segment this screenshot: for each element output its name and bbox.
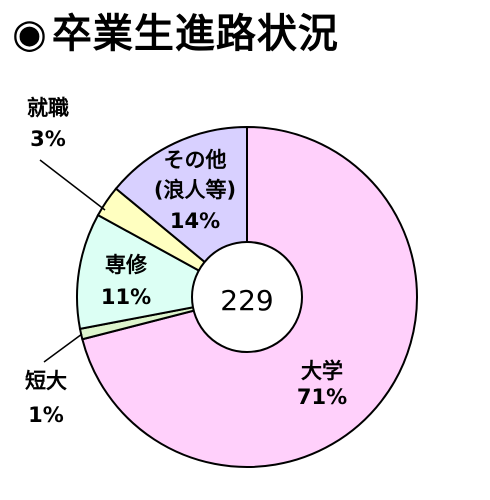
slice-name-line: その他 bbox=[164, 148, 227, 172]
slice-name-line: (浪人等) bbox=[154, 178, 236, 202]
center-total-label: 229 bbox=[220, 284, 273, 317]
slice-name-label: その他 (浪人等) bbox=[154, 148, 236, 202]
slice-name-label: 専修 bbox=[105, 253, 148, 277]
slice-value-label: 3% bbox=[30, 127, 66, 151]
slice-name-label: 短大 bbox=[25, 369, 67, 393]
slice-value-label: 71% bbox=[297, 385, 347, 409]
bullet-icon: ◉ bbox=[12, 11, 48, 57]
slice-value-label: 14% bbox=[170, 209, 220, 233]
page-title: ◉ 卒業生進路状況 bbox=[12, 14, 339, 54]
donut-hole bbox=[191, 241, 303, 353]
slice-value-label: 1% bbox=[28, 403, 64, 427]
leader-line-shuushoku bbox=[39, 159, 106, 211]
slice-name-label: 就職 bbox=[27, 96, 69, 120]
title-text: 卒業生進路状況 bbox=[51, 11, 339, 57]
slice-name-label: 大学 bbox=[301, 359, 343, 383]
leader-line-tandai bbox=[43, 333, 83, 363]
slice-value-label: 11% bbox=[101, 285, 151, 309]
